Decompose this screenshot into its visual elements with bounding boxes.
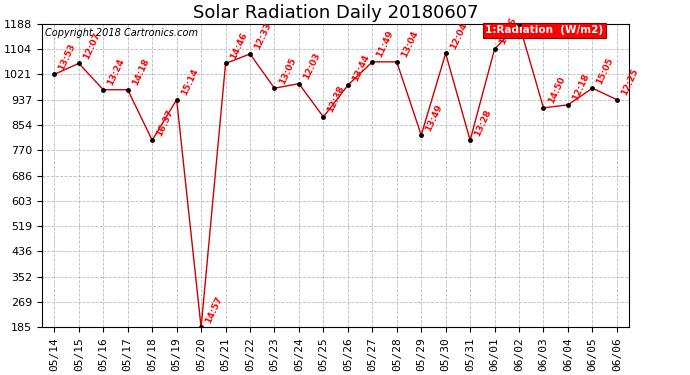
Text: 12:04: 12:04 [448, 21, 469, 51]
Text: 14:50: 14:50 [546, 75, 566, 105]
Text: 16:37: 16:37 [155, 108, 175, 138]
Text: 1:Radiation  (W/m2): 1:Radiation (W/m2) [485, 25, 604, 35]
Text: 12:25: 12:25 [620, 67, 640, 97]
Text: 12:38: 12:38 [326, 84, 346, 114]
Text: 12:03: 12:03 [302, 51, 322, 81]
Text: 17:46: 17:46 [497, 16, 518, 46]
Text: 13:53: 13:53 [57, 42, 77, 72]
Text: 14:46: 14:46 [228, 31, 248, 61]
Text: 12:33: 12:33 [253, 21, 273, 51]
Text: 13:28: 13:28 [473, 108, 493, 138]
Text: 13:49: 13:49 [424, 102, 444, 132]
Text: 14:18: 14:18 [130, 57, 151, 87]
Text: 11:49: 11:49 [375, 29, 395, 59]
Text: 13:05: 13:05 [277, 56, 297, 86]
Text: 14:57: 14:57 [204, 295, 224, 325]
Text: 13:24: 13:24 [106, 57, 126, 87]
Text: 12:07: 12:07 [81, 31, 102, 61]
Title: Solar Radiation Daily 20180607: Solar Radiation Daily 20180607 [193, 4, 478, 22]
Text: Copyright 2018 Cartronics.com: Copyright 2018 Cartronics.com [45, 28, 198, 38]
Text: 12:18: 12:18 [571, 72, 591, 102]
Text: 15:14: 15:14 [179, 67, 199, 97]
Text: 15:05: 15:05 [595, 56, 615, 86]
Text: 13:44: 13:44 [351, 53, 371, 82]
Text: 13:04: 13:04 [400, 29, 420, 59]
